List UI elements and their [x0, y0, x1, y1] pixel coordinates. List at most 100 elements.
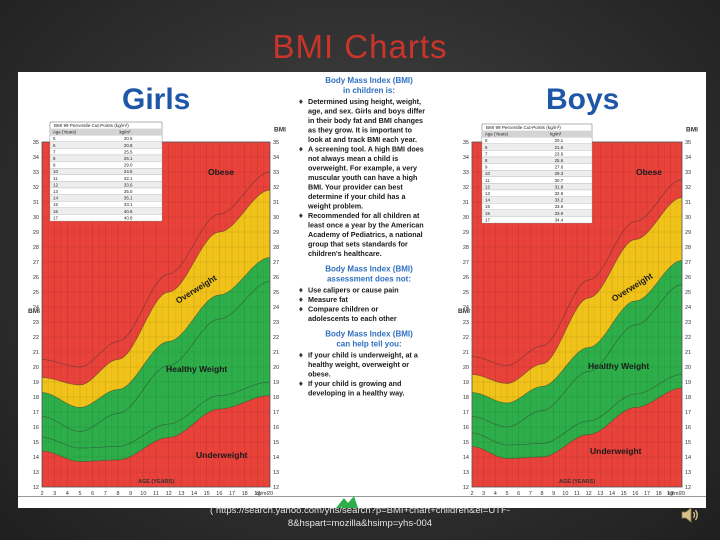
bmi-tick-label: 23: [33, 320, 39, 326]
age-tick-label: 7: [104, 491, 107, 497]
percentile-curve: [471, 387, 683, 459]
does-not-bullet-text: Measure fat: [308, 295, 349, 304]
table-row: [49, 174, 163, 182]
table-row: [49, 207, 163, 215]
table-cell-bmi: 40.6: [124, 209, 133, 214]
age-tick-label: 18: [656, 491, 662, 497]
table-row: [481, 150, 593, 158]
is-bullet-text: weight problem.: [307, 202, 363, 211]
bmi-tick-label: 35: [273, 140, 279, 146]
bmi-tick-label: 20: [273, 365, 279, 371]
bmi-tick-label: 32: [685, 185, 691, 191]
table-cell-bmi: 35.0: [124, 189, 133, 194]
table-row: [49, 214, 163, 222]
table-cell-age: 5: [485, 138, 488, 143]
bmi-tick-label: 12: [33, 485, 39, 491]
can-help-section-title-line1: Body Mass Index (BMI): [325, 330, 413, 339]
table-cell-bmi: 25.6: [555, 158, 564, 163]
table-row: [481, 203, 593, 210]
source-caption: ( https://search.yahoo.com/yhs/search?p=…: [0, 504, 720, 530]
table-cell-age: 13: [485, 191, 490, 196]
age-tick-label: 10: [562, 491, 568, 497]
table-row: [49, 135, 163, 142]
can-help-bullet-text: developing in a healthy way.: [308, 389, 405, 398]
healthy-zone: [472, 260, 682, 459]
table-cell-age: 12: [53, 182, 58, 187]
age-tick-label: 14: [191, 491, 197, 497]
table-row: [481, 156, 593, 164]
table-cell-bmi: 27.6: [555, 165, 564, 170]
bmi-tick-label: 13: [273, 470, 279, 476]
percentile-curve: [41, 281, 271, 432]
bmi-tick-label: 19: [463, 380, 469, 386]
bmi-tick-label: 28: [33, 245, 39, 251]
is-bullet-text: children's healthcare.: [308, 249, 382, 258]
bmi-tick-label: 26: [33, 275, 39, 281]
table-cell-bmi: 31.8: [555, 184, 564, 189]
bmi-tick-label: 21: [463, 350, 469, 356]
audio-speaker-icon[interactable]: [680, 505, 702, 525]
table-cell-age: 11: [485, 178, 490, 183]
bmi-tick-label: 33: [33, 170, 39, 176]
bmi-tick-label: 26: [273, 275, 279, 281]
does-not-bullet-text: adolescents to each other: [308, 314, 397, 323]
bmi-tick-label: 16: [463, 425, 469, 431]
percentile-curve: [471, 179, 683, 366]
bmi-tick-label: 28: [273, 245, 279, 251]
bmi-tick-label: 19: [273, 380, 279, 386]
source-url-line2: 8&hspart=mozilla&hsimp=yhs-004: [287, 518, 433, 529]
bmi-tick-label: 35: [33, 140, 39, 146]
age-tick-label: 17: [229, 491, 235, 497]
bmi-info-panel: Body Mass Index (BMI)in children is:♦ Det…: [298, 76, 425, 398]
table-row: [481, 170, 593, 177]
table-cell-bmi: 35.1: [124, 196, 133, 201]
bmi-tick-label: 19: [685, 380, 691, 386]
age-tick-label: 10: [140, 491, 146, 497]
bmi-tick-label: 28: [685, 245, 691, 251]
table-row: [49, 201, 163, 208]
bmi-tick-label: 27: [685, 260, 691, 266]
age-tick-label: 8: [116, 491, 119, 497]
bmi-tick-label: 23: [463, 320, 469, 326]
bmi-tick-label: 26: [463, 275, 469, 281]
bmi-tick-label: 19: [33, 380, 39, 386]
is-bullet-text: in their body fat and BMI changes: [308, 116, 423, 125]
table-cell-bmi: 23.6: [555, 151, 564, 156]
table-header-age: Age (Years): [53, 130, 77, 135]
bmi-tick-label: 31: [685, 200, 691, 206]
bmi-tick-label: 12: [685, 485, 691, 491]
table-cell-bmi: 34.4: [555, 217, 564, 222]
bmi-tick-label: 35: [463, 140, 469, 146]
age-tick-label: 9: [129, 491, 132, 497]
age-tick-label: 9: [552, 491, 555, 497]
unit-label: kg/m²: [668, 491, 681, 497]
percentile-curve: [41, 381, 271, 449]
is-bullet-text: muscular youth can have a high: [308, 173, 417, 182]
bmi-tick-label: 30: [463, 215, 469, 221]
is-bullet-text: look at and track BMI each year.: [308, 135, 417, 144]
age-tick-label: 4: [66, 491, 69, 497]
can-help-section-title-line2: can help tell you:: [336, 340, 401, 349]
table-cell-bmi: 33.1: [124, 202, 133, 207]
bmi-tick-label: 24: [33, 305, 39, 311]
table-row: [481, 189, 593, 197]
underweight-label: Underweight: [196, 450, 248, 460]
table-row: [481, 183, 593, 191]
bmi-axis-label: BMI: [686, 127, 698, 134]
obese-label: Obese: [636, 167, 662, 177]
bmi-axis-label: BMI: [458, 308, 470, 315]
bullet-icon: ♦: [298, 146, 304, 154]
bmi-tick-label: 18: [33, 395, 39, 401]
table-cell-bmi: 33.9: [555, 211, 564, 216]
table-header-bmi: kg/m²: [550, 132, 562, 137]
age-tick-label: 3: [53, 491, 56, 497]
bmi-tick-label: 22: [273, 335, 279, 341]
table-cell-age: 14: [53, 196, 58, 201]
bmi-tick-label: 30: [273, 215, 279, 221]
does-not-section-title-line1: Body Mass Index (BMI): [325, 265, 413, 274]
table-row: [49, 194, 163, 202]
age-tick-label: 14: [609, 491, 615, 497]
bmi-tick-label: 22: [33, 335, 39, 341]
age-tick-label: 6: [91, 491, 94, 497]
